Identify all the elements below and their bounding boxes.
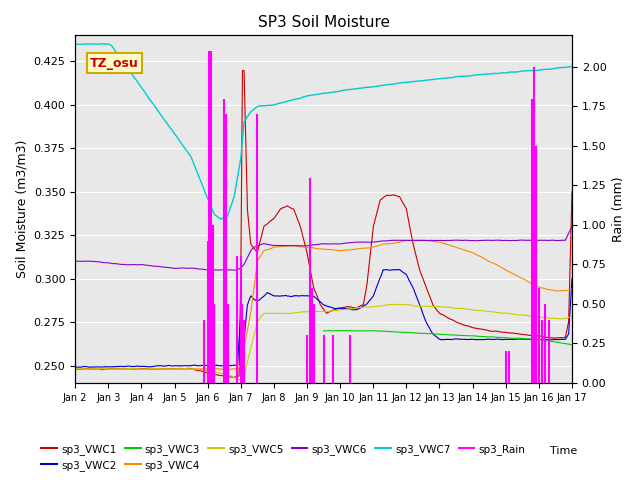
sp3_VWC4 bbox=[262, 247, 269, 253]
sp3_VWC5 bbox=[157, 366, 165, 372]
sp3_VWC5 bbox=[284, 311, 291, 316]
sp3_VWC1 bbox=[262, 222, 270, 228]
Y-axis label: Rain (mm): Rain (mm) bbox=[612, 176, 625, 242]
sp3_VWC1 bbox=[559, 335, 566, 340]
sp3_VWC6 bbox=[559, 238, 566, 243]
sp3_VWC1 bbox=[505, 330, 513, 336]
sp3_VWC4 bbox=[284, 243, 291, 249]
sp3_VWC7 bbox=[284, 98, 291, 104]
sp3_VWC1 bbox=[230, 375, 237, 381]
sp3_VWC5 bbox=[395, 301, 403, 307]
Line: sp3_VWC5: sp3_VWC5 bbox=[75, 304, 572, 380]
sp3_VWC5 bbox=[71, 366, 79, 372]
sp3_VWC7 bbox=[559, 65, 566, 71]
sp3_VWC2 bbox=[71, 364, 79, 370]
sp3_VWC2 bbox=[559, 336, 566, 342]
sp3_VWC7 bbox=[568, 64, 576, 70]
sp3_VWC2 bbox=[568, 276, 576, 281]
sp3_VWC7 bbox=[262, 103, 270, 108]
sp3_VWC5 bbox=[234, 377, 242, 383]
Line: sp3_VWC4: sp3_VWC4 bbox=[75, 240, 572, 370]
sp3_VWC2 bbox=[396, 266, 403, 272]
sp3_VWC5 bbox=[262, 311, 269, 316]
Line: sp3_VWC7: sp3_VWC7 bbox=[75, 44, 572, 219]
sp3_VWC3 bbox=[461, 333, 469, 338]
sp3_VWC4 bbox=[71, 366, 79, 372]
Line: sp3_VWC2: sp3_VWC2 bbox=[75, 269, 572, 367]
sp3_VWC1 bbox=[71, 366, 79, 372]
sp3_VWC4 bbox=[559, 288, 566, 294]
sp3_VWC5 bbox=[505, 311, 513, 316]
sp3_VWC4 bbox=[568, 286, 576, 292]
sp3_VWC4 bbox=[505, 269, 513, 275]
sp3_VWC5 bbox=[128, 366, 136, 372]
sp3_VWC7 bbox=[157, 113, 165, 119]
sp3_VWC3 bbox=[320, 328, 328, 334]
sp3_VWC7 bbox=[71, 41, 79, 47]
sp3_VWC6 bbox=[71, 258, 79, 264]
sp3_VWC2 bbox=[128, 363, 136, 369]
sp3_VWC6 bbox=[128, 262, 136, 267]
sp3_VWC2 bbox=[505, 336, 513, 342]
sp3_VWC3 bbox=[339, 328, 347, 334]
sp3_VWC7 bbox=[99, 41, 106, 47]
sp3_VWC2 bbox=[157, 363, 165, 369]
sp3_VWC3 bbox=[435, 331, 443, 337]
sp3_VWC3 bbox=[339, 328, 347, 334]
sp3_VWC4 bbox=[157, 366, 165, 372]
Y-axis label: Soil Moisture (m3/m3): Soil Moisture (m3/m3) bbox=[15, 140, 28, 278]
sp3_VWC3 bbox=[431, 331, 438, 337]
sp3_VWC3 bbox=[568, 342, 576, 348]
Text: TZ_osu: TZ_osu bbox=[90, 57, 139, 70]
Title: SP3 Soil Moisture: SP3 Soil Moisture bbox=[257, 15, 390, 30]
sp3_VWC6 bbox=[262, 241, 269, 247]
sp3_VWC1 bbox=[239, 68, 247, 73]
sp3_VWC6 bbox=[157, 264, 165, 270]
sp3_VWC5 bbox=[568, 314, 576, 320]
sp3_VWC7 bbox=[217, 216, 225, 222]
Line: sp3_VWC6: sp3_VWC6 bbox=[75, 227, 572, 270]
sp3_VWC2 bbox=[72, 364, 79, 370]
sp3_VWC4 bbox=[419, 237, 426, 243]
Text: Time: Time bbox=[550, 446, 577, 456]
sp3_VWC6 bbox=[505, 238, 513, 243]
sp3_VWC4 bbox=[111, 367, 119, 372]
sp3_VWC7 bbox=[505, 70, 513, 75]
sp3_VWC5 bbox=[559, 316, 566, 322]
sp3_VWC7 bbox=[128, 72, 136, 77]
sp3_VWC1 bbox=[568, 189, 576, 194]
Line: sp3_VWC1: sp3_VWC1 bbox=[75, 71, 572, 378]
sp3_VWC4 bbox=[128, 366, 136, 372]
sp3_VWC6 bbox=[568, 224, 576, 229]
sp3_VWC1 bbox=[157, 366, 165, 372]
sp3_VWC6 bbox=[284, 243, 291, 249]
Legend: sp3_VWC1, sp3_VWC2, sp3_VWC3, sp3_VWC4, sp3_VWC5, sp3_VWC6, sp3_VWC7, sp3_Rain: sp3_VWC1, sp3_VWC2, sp3_VWC3, sp3_VWC4, … bbox=[37, 439, 530, 475]
sp3_VWC2 bbox=[284, 293, 291, 299]
sp3_VWC3 bbox=[349, 328, 357, 334]
Line: sp3_VWC3: sp3_VWC3 bbox=[324, 331, 572, 345]
sp3_VWC2 bbox=[262, 291, 269, 297]
sp3_VWC1 bbox=[284, 204, 291, 209]
sp3_VWC1 bbox=[128, 366, 136, 372]
sp3_VWC6 bbox=[221, 267, 229, 273]
sp3_VWC3 bbox=[426, 331, 433, 336]
